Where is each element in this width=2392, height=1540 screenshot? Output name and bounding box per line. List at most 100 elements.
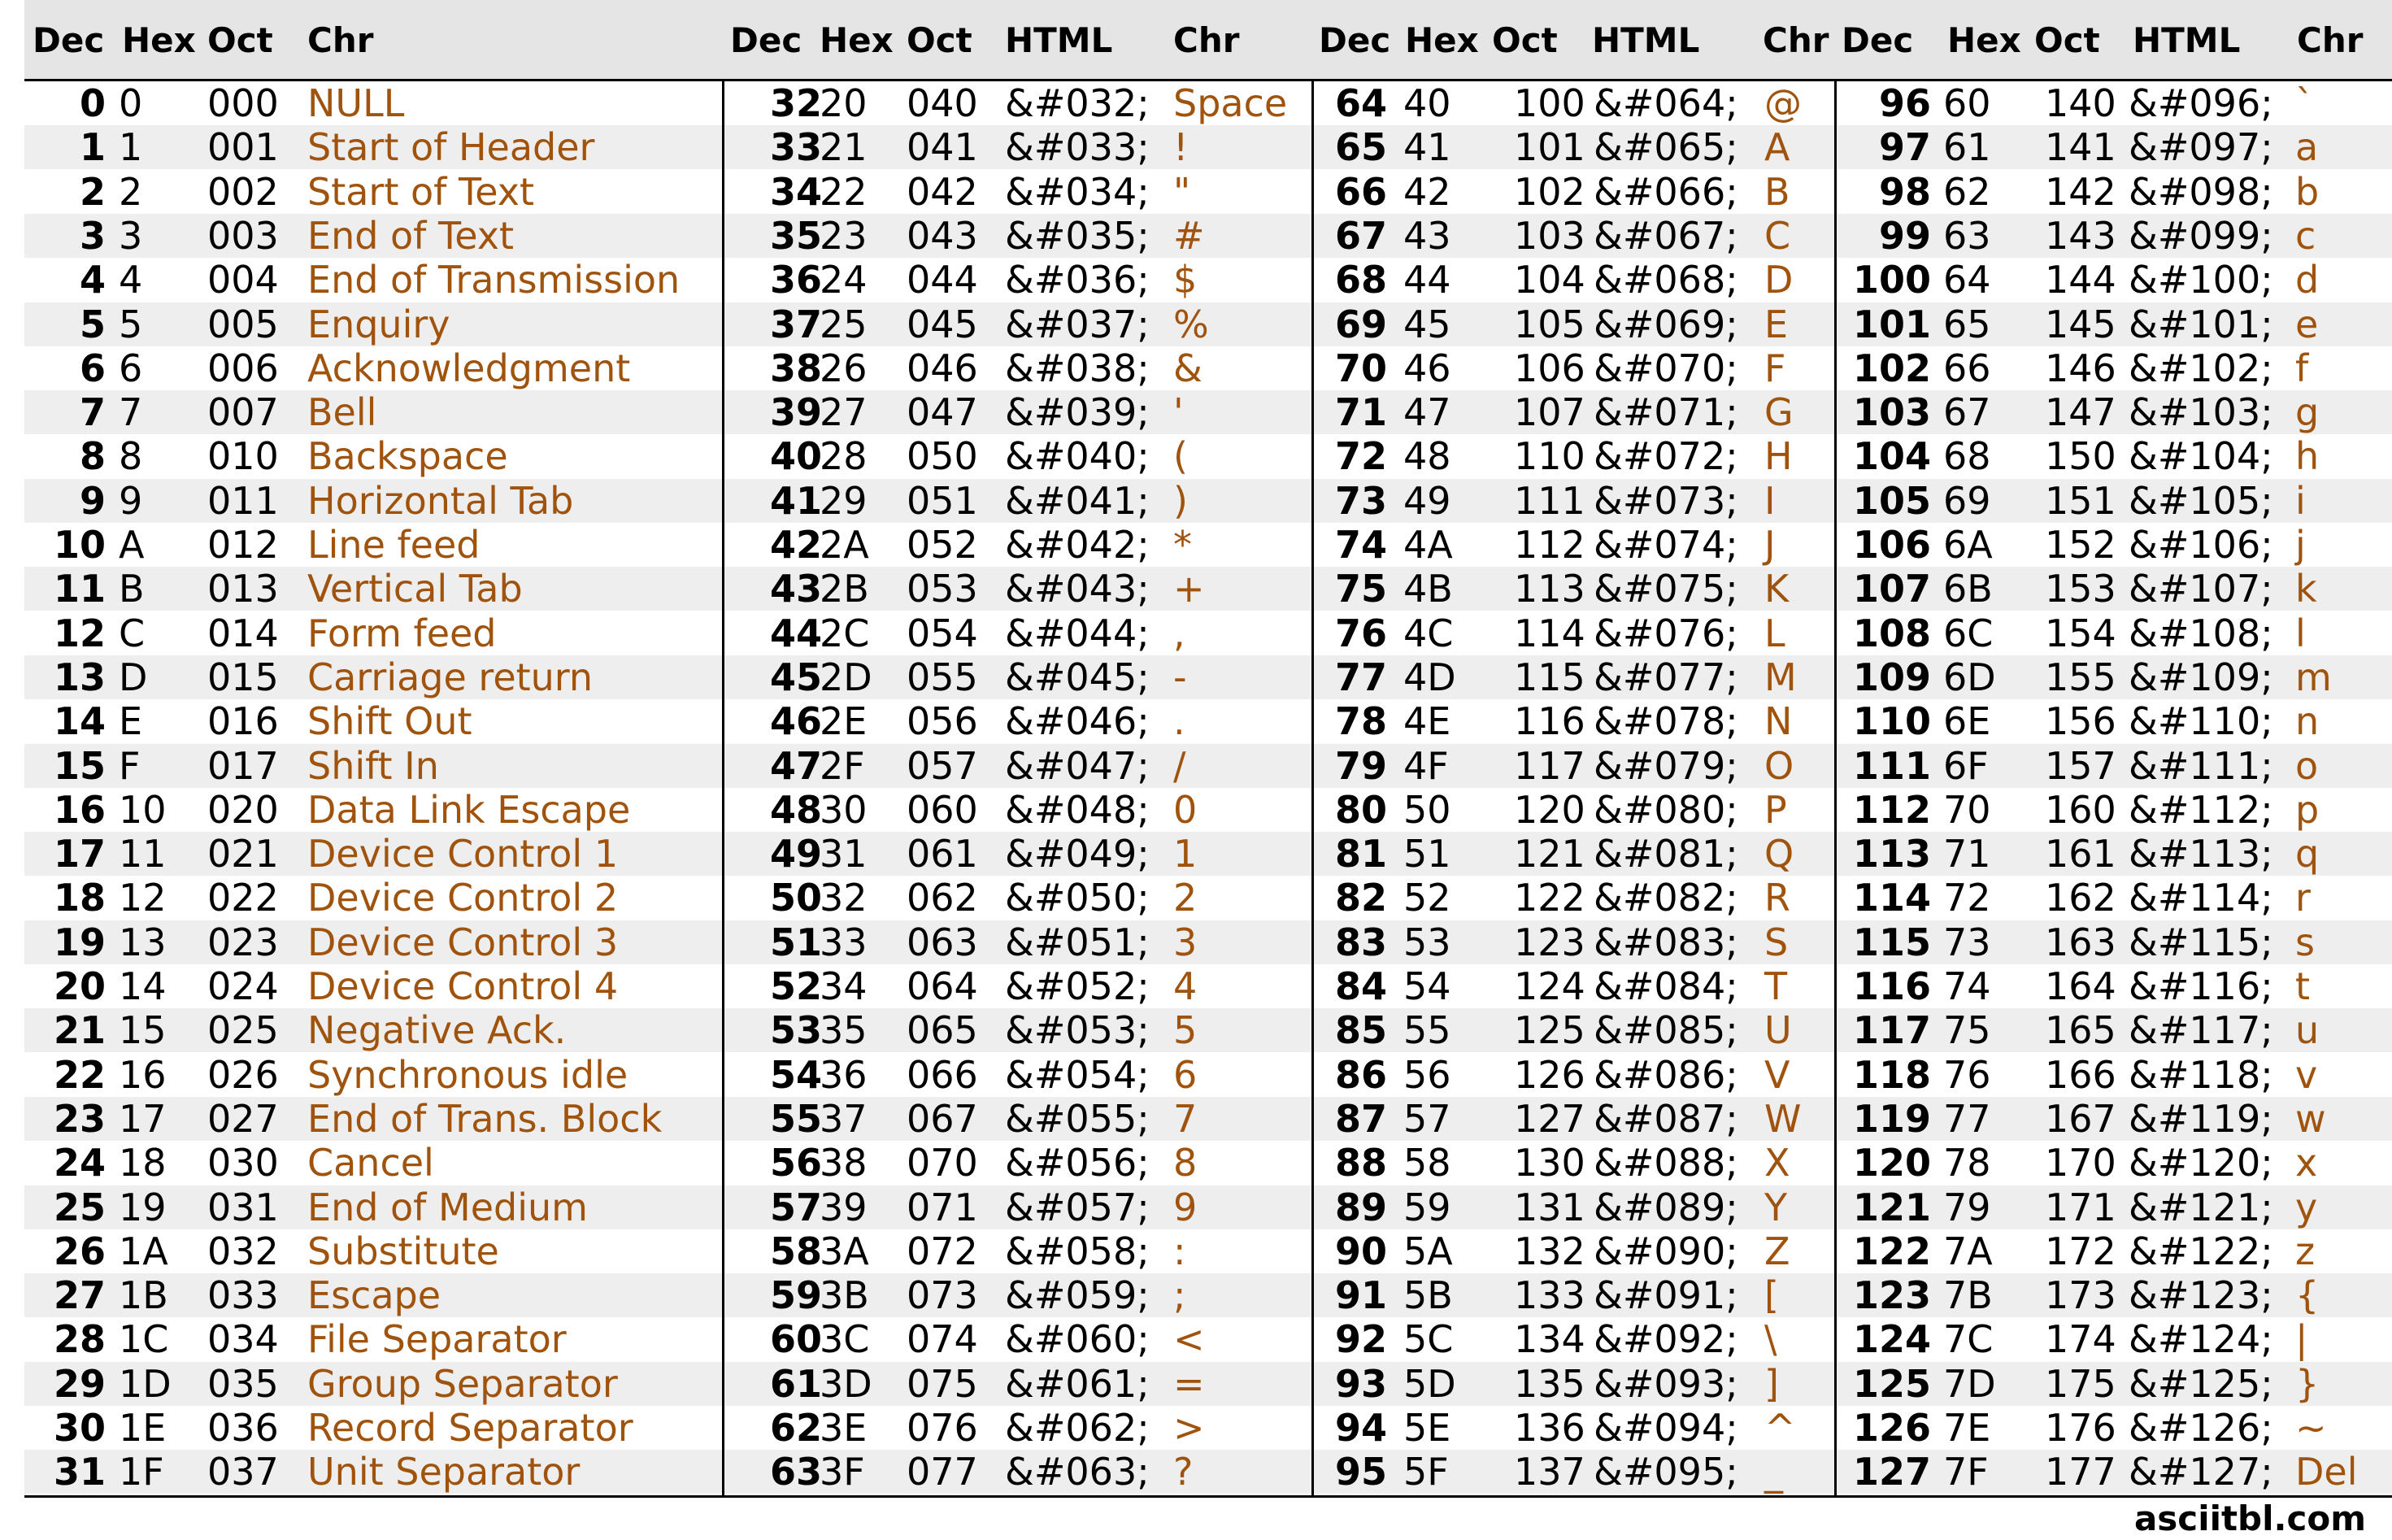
cell-hex: 2F [820,743,865,788]
cell-chr: End of Trans. Block [307,1096,663,1141]
cell-html: &#064; [1594,81,1738,125]
cell-chr: F [1764,346,1786,390]
cell-dec: 117 [1852,1008,1931,1053]
cell-hex: 7 [119,390,143,435]
cell-html: &#045; [1005,655,1150,699]
cell-hex: 27 [820,390,868,435]
cell-dec: 71 [1334,390,1387,435]
cell-oct: 157 [2045,743,2116,788]
cell-html: &#062; [1005,1406,1150,1450]
cell-chr: < [1173,1317,1205,1362]
cell-oct: 132 [1514,1229,1585,1273]
cell-oct: 071 [907,1185,978,1229]
cell-oct: 152 [2045,523,2116,567]
cell-html: &#088; [1594,1141,1738,1185]
cell-chr: h [2295,434,2320,479]
cell-chr: U [1764,1008,1792,1053]
cell-oct: 012 [207,523,279,567]
cell-oct: 024 [207,964,279,1008]
cell-hex: 4 [119,258,143,302]
cell-dec: 48 [769,787,822,832]
cell-dec: 124 [1852,1317,1931,1362]
cell-oct: 035 [207,1361,279,1406]
cell-chr: X [1764,1141,1790,1185]
cell-oct: 142 [2045,169,2116,214]
cell-hex: 60 [1943,81,1991,125]
cell-dec: 45 [769,655,822,699]
cell-hex: 2D [820,655,872,699]
row-stripe [24,390,2392,435]
cell-html: &#067; [1594,213,1738,258]
cell-hex: 57 [1403,1096,1451,1141]
cell-oct: 000 [207,81,279,125]
cell-dec: 59 [769,1273,822,1318]
cell-chr: 1 [1173,832,1198,877]
cell-hex: E [119,699,143,744]
cell-dec: 122 [1852,1229,1931,1273]
cell-oct: 134 [1514,1317,1585,1362]
cell-hex: 6E [1943,699,1991,744]
cell-dec: 20 [53,964,106,1008]
cell-hex: 55 [1403,1008,1451,1053]
cell-hex: 73 [1943,920,1991,964]
cell-oct: 153 [2045,567,2116,611]
cell-chr: V [1764,1052,1790,1097]
column-header-oct: Oct [2034,20,2100,60]
column-header-oct: Oct [907,20,972,60]
cell-oct: 020 [207,787,279,832]
cell-dec: 97 [1878,125,1931,170]
cell-oct: 023 [207,920,279,964]
cell-dec: 50 [769,876,822,920]
cell-chr: t [2295,964,2311,1008]
cell-chr: Cancel [307,1141,434,1185]
table-header: Dec Hex Oct Chr Dec Hex Oct HTML Chr Dec Hex Oct HTM… [24,0,2392,80]
cell-dec: 13 [53,655,106,699]
cell-dec: 74 [1334,523,1387,567]
cell-oct: 052 [907,523,978,567]
cell-chr: C [1764,213,1791,258]
cell-oct: 143 [2045,213,2116,258]
cell-hex: 1 [119,125,143,170]
cell-hex: 3F [820,1450,865,1494]
cell-dec: 52 [769,964,822,1008]
cell-dec: 39 [769,390,822,435]
cell-chr: n [2295,699,2320,744]
cell-oct: 076 [907,1406,978,1450]
cell-dec: 25 [53,1185,106,1229]
cell-oct: 011 [207,478,279,523]
cell-chr: W [1764,1096,1802,1141]
cell-dec: 41 [769,478,822,523]
cell-dec: 7 [79,390,106,435]
cell-dec: 15 [53,743,106,788]
cell-html: &#101; [2129,302,2273,346]
cell-oct: 003 [207,213,279,258]
cell-dec: 98 [1878,169,1931,214]
cell-chr: Shift Out [307,699,472,744]
cell-chr: \ [1764,1317,1777,1362]
cell-oct: 102 [1514,169,1585,214]
cell-oct: 005 [207,302,279,346]
cell-chr: Z [1764,1229,1790,1273]
cell-dec: 118 [1852,1052,1931,1097]
column-header-dec: Dec [1842,20,1914,60]
cell-chr: 7 [1173,1096,1198,1141]
cell-dec: 91 [1334,1273,1387,1318]
cell-chr: 9 [1173,1185,1198,1229]
cell-html: &#125; [2129,1361,2273,1406]
cell-html: &#090; [1594,1229,1738,1273]
cell-oct: 122 [1514,876,1585,920]
cell-dec: 113 [1852,832,1931,877]
cell-chr: L [1764,611,1785,655]
cell-html: &#050; [1005,876,1150,920]
cell-oct: 016 [207,699,279,744]
cell-html: &#103; [2129,390,2273,435]
cell-oct: 044 [907,258,978,302]
cell-dec: 0 [79,81,106,125]
cell-chr: c [2295,213,2316,258]
cell-html: &#095; [1594,1450,1738,1494]
cell-dec: 57 [769,1185,822,1229]
cell-html: &#109; [2129,655,2273,699]
cell-hex: 61 [1943,125,1991,170]
column-header-chr: Chr [307,20,374,60]
cell-chr: } [2295,1361,2320,1406]
